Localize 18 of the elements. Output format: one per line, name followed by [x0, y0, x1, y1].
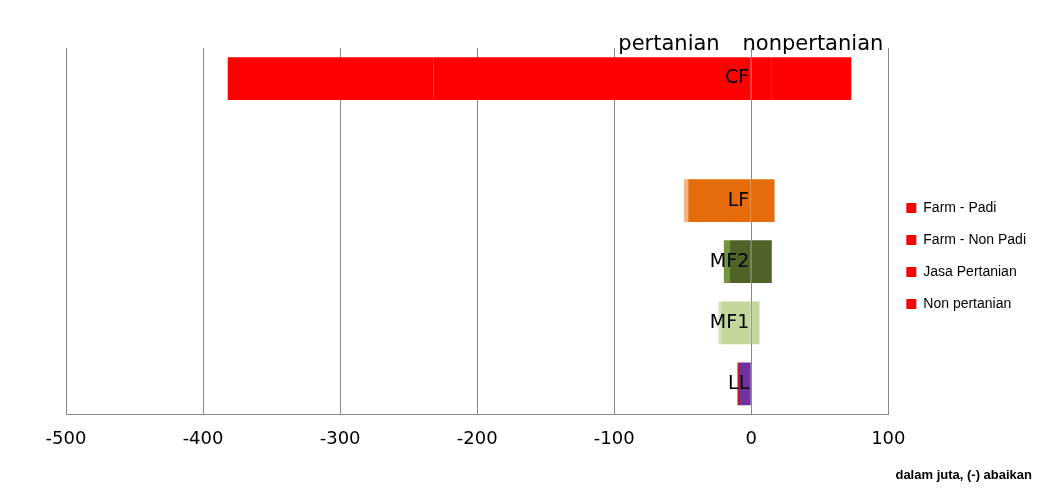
x-tick-label: -400 — [182, 426, 224, 448]
bar — [684, 179, 689, 223]
x-tick-label: 0 — [745, 426, 757, 448]
annotation: nonpertanian — [742, 31, 884, 56]
annotation: pertanian — [618, 31, 720, 56]
y-tick-label: LF — [727, 187, 750, 210]
x-tick-label: -200 — [456, 426, 498, 448]
x-tick-label: -500 — [45, 426, 87, 448]
text: dalam juta, (-) abaikan — [895, 467, 1033, 483]
legend-label: Jasa Pertanian — [923, 262, 1017, 279]
y-tick-label: MF1 — [709, 309, 750, 332]
x-tick-label: 100 — [871, 426, 906, 448]
legend-label: Farm - Non Padi — [923, 230, 1027, 247]
y-tick-label: CF — [725, 65, 750, 88]
legend-label: Farm - Padi — [923, 198, 997, 215]
x-tick-label: -300 — [319, 426, 361, 448]
x-tick-label: -100 — [593, 426, 635, 448]
legend-label: Non pertanian — [923, 294, 1012, 311]
